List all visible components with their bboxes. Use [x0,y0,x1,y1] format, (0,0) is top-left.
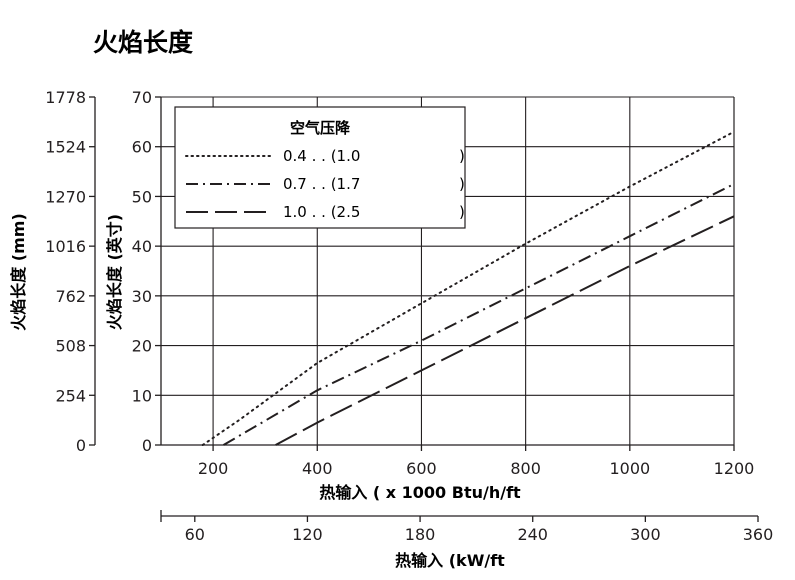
legend-title: 空气压降 [290,119,351,137]
legend-close-0: ) [459,147,465,165]
y-tick-label-secondary-1: 254 [55,386,86,405]
y-tick-label-secondary-5: 1270 [45,187,86,206]
y-tick-label-secondary-3: 762 [55,287,86,306]
y-tick-label-secondary-0: 0 [76,436,86,455]
legend-close-1: ) [459,175,465,193]
series-line-0 [201,130,735,446]
legend-label-2: 1.0 . . (2.5 [283,203,360,221]
y-tick-label-5: 50 [132,187,152,206]
x-tick-label-secondary-0: 60 [185,525,205,544]
x-tick-label-5: 1200 [714,459,755,478]
legend-close-2: ) [459,203,465,221]
y-tick-label-2: 20 [132,337,152,356]
axes: 0 10 20 30 40 50 60 70 0 254 508 762 1016 1270 1524 177… [45,88,773,544]
y-tick-label-secondary-2: 508 [55,337,86,356]
y-tick-label-secondary-7: 1778 [45,88,86,107]
legend-label-0: 0.4 . . (1.0 [283,147,360,165]
y-axis-label-secondary: 火焰长度 (mm) [9,213,28,331]
y-tick-label-secondary-6: 1524 [45,138,86,157]
x-tick-label-3: 800 [510,459,541,478]
legend-box [174,106,466,229]
y-tick-label-secondary-4: 1016 [45,237,86,256]
y-axis-label: 火焰长度 (英寸) [105,214,124,330]
y-tick-label-3: 30 [132,287,152,306]
series-layer [201,130,735,446]
x-axis-label: 热输入 ( x 1000 Btu/h/ft [319,483,521,502]
y-tick-label-0: 0 [142,436,152,455]
x-tick-label-secondary-2: 180 [405,525,436,544]
y-tick-label-4: 40 [132,237,152,256]
x-axis-label-secondary: 热输入 (kW/ft [395,551,505,570]
x-tick-label-2: 600 [406,459,437,478]
y-tick-label-7: 70 [132,88,152,107]
chart-title: 火焰长度 [93,28,193,57]
y-tick-label-1: 10 [132,386,152,405]
x-tick-label-secondary-1: 120 [292,525,323,544]
series-line-2 [275,215,735,446]
x-tick-label-1: 400 [302,459,333,478]
x-tick-label-secondary-4: 300 [630,525,661,544]
legend: 空气压降 0.4 . . (1.0 ) 0.7 . . (1.7 ) 1.0 .… [174,106,466,229]
x-tick-label-4: 1000 [609,459,650,478]
legend-label-1: 0.7 . . (1.7 [283,175,360,193]
x-tick-label-secondary-3: 240 [517,525,548,544]
y-tick-label-6: 60 [132,138,152,157]
series-line-1 [222,183,735,446]
x-tick-label-0: 200 [198,459,229,478]
x-tick-label-secondary-5: 360 [743,525,774,544]
